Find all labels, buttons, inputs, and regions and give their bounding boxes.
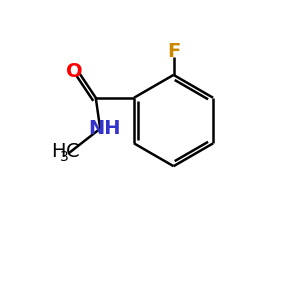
Text: C: C — [65, 142, 79, 161]
Text: H: H — [51, 142, 65, 161]
Text: O: O — [66, 62, 82, 81]
Text: 3: 3 — [60, 150, 68, 164]
Text: F: F — [167, 42, 180, 61]
Text: NH: NH — [88, 119, 121, 138]
